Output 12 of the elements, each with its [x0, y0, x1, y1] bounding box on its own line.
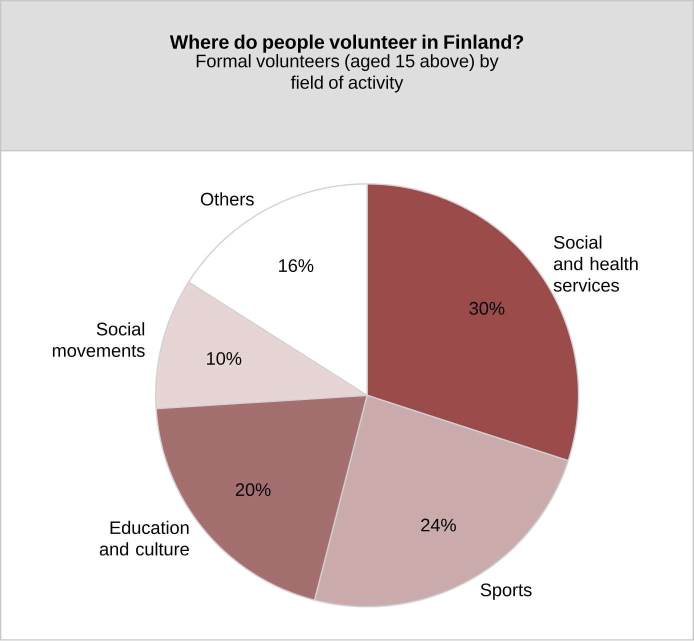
data-label: 20% [236, 483, 271, 496]
data-label: 16% [279, 259, 314, 272]
data-label: 10% [207, 352, 242, 366]
chart-title: Where do people volunteer in Finland? [170, 34, 524, 53]
slice-label: Others [200, 192, 254, 206]
slice-label: Sports [480, 584, 532, 600]
slice-label: Social and health services [554, 236, 638, 292]
slice-label: Education and culture [100, 520, 189, 556]
data-label: 30% [469, 302, 504, 315]
data-label: 24% [421, 518, 456, 532]
chart-subtitle: Formal volunteers (aged 15 above) by field of activity [196, 54, 499, 93]
slice-label: Social movements [52, 322, 145, 358]
